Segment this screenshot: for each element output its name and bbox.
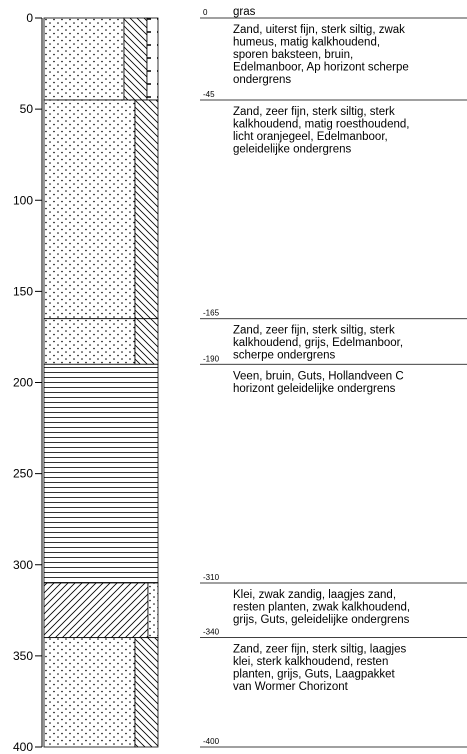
depth-label: -340: [203, 628, 220, 637]
description-line: sporen baksteen, bruin,: [233, 49, 353, 61]
description-line: humeus, matig kalkhoudend,: [233, 37, 380, 49]
description-line: Edelmanboor, Ap horizont scherpe: [233, 62, 409, 74]
layer: [148, 583, 158, 638]
layer: [124, 18, 147, 100]
description-line: planten, grijs, Guts, Laagpakket: [233, 669, 396, 681]
depth-label: -190: [203, 354, 220, 363]
layer: [135, 319, 158, 365]
description-line: ondergrens: [233, 74, 291, 86]
layer: [44, 364, 158, 583]
layer: [44, 638, 135, 747]
description-line: Zand, zeer fijn, sterk siltig, laagjes: [233, 644, 406, 656]
note: gras: [233, 6, 256, 18]
description-line: scherpe ondergrens: [233, 350, 336, 362]
layer: [44, 100, 135, 319]
description-line: licht oranjegeel, Edelmanboor,: [233, 131, 388, 143]
depth-label: -400: [203, 737, 220, 746]
borehole-log: 0 50 100 150 200 250 300 350 400 0 gras Zand, uite…: [0, 0, 467, 754]
layer: [44, 583, 148, 638]
layer: [147, 18, 158, 100]
description-line: horizont geleidelijke ondergrens: [233, 383, 396, 395]
description-line: van Wormer Chorizont: [233, 681, 349, 693]
tick-label: 300: [13, 558, 33, 572]
description-line: geleidelijke ondergrens: [233, 144, 352, 156]
layer: [135, 638, 158, 747]
depth-label: -165: [203, 309, 220, 318]
depth-axis: 0 50 100 150 200 250 300 350 400: [13, 11, 42, 754]
tick-label: 350: [13, 649, 33, 663]
description-line: kalkhoudend, matig roesthoudend,: [233, 119, 409, 131]
depth-label: 0: [203, 8, 208, 17]
tick-label: 100: [13, 193, 33, 207]
tick-label: 50: [20, 102, 34, 116]
description-line: Zand, uiterst fijn, sterk siltig, zwak: [233, 24, 405, 36]
description-line: Zand, zeer fijn, sterk siltig, sterk: [233, 325, 395, 337]
descriptions: 0 gras Zand, uiterst fijn, sterk siltig, z…: [200, 6, 467, 747]
description-line: Veen, bruin, Guts, Hollandveen C: [233, 370, 404, 382]
depth-label: -310: [203, 573, 220, 582]
description-line: kalkhoudend, grijs, Edelmanboor,: [233, 337, 403, 349]
description-line: grijs, Guts, geleidelijke ondergrens: [233, 614, 410, 626]
tick-label: 0: [26, 11, 33, 25]
column: [44, 18, 158, 747]
tick-label: 150: [13, 284, 33, 298]
tick-label: 250: [13, 467, 33, 481]
layer: [44, 18, 124, 100]
layer: [135, 100, 158, 319]
tick-label: 200: [13, 376, 33, 390]
layer: [44, 319, 135, 365]
tick-label: 400: [13, 740, 33, 754]
description-line: Zand, zeer fijn, sterk siltig, sterk: [233, 106, 395, 118]
description-line: klei, sterk kalkhoudend, resten: [233, 656, 388, 668]
depth-label: -45: [203, 90, 215, 99]
description-line: Klei, zwak zandig, laagjes zand,: [233, 589, 396, 601]
description-line: resten planten, zwak kalkhoudend,: [233, 601, 410, 613]
